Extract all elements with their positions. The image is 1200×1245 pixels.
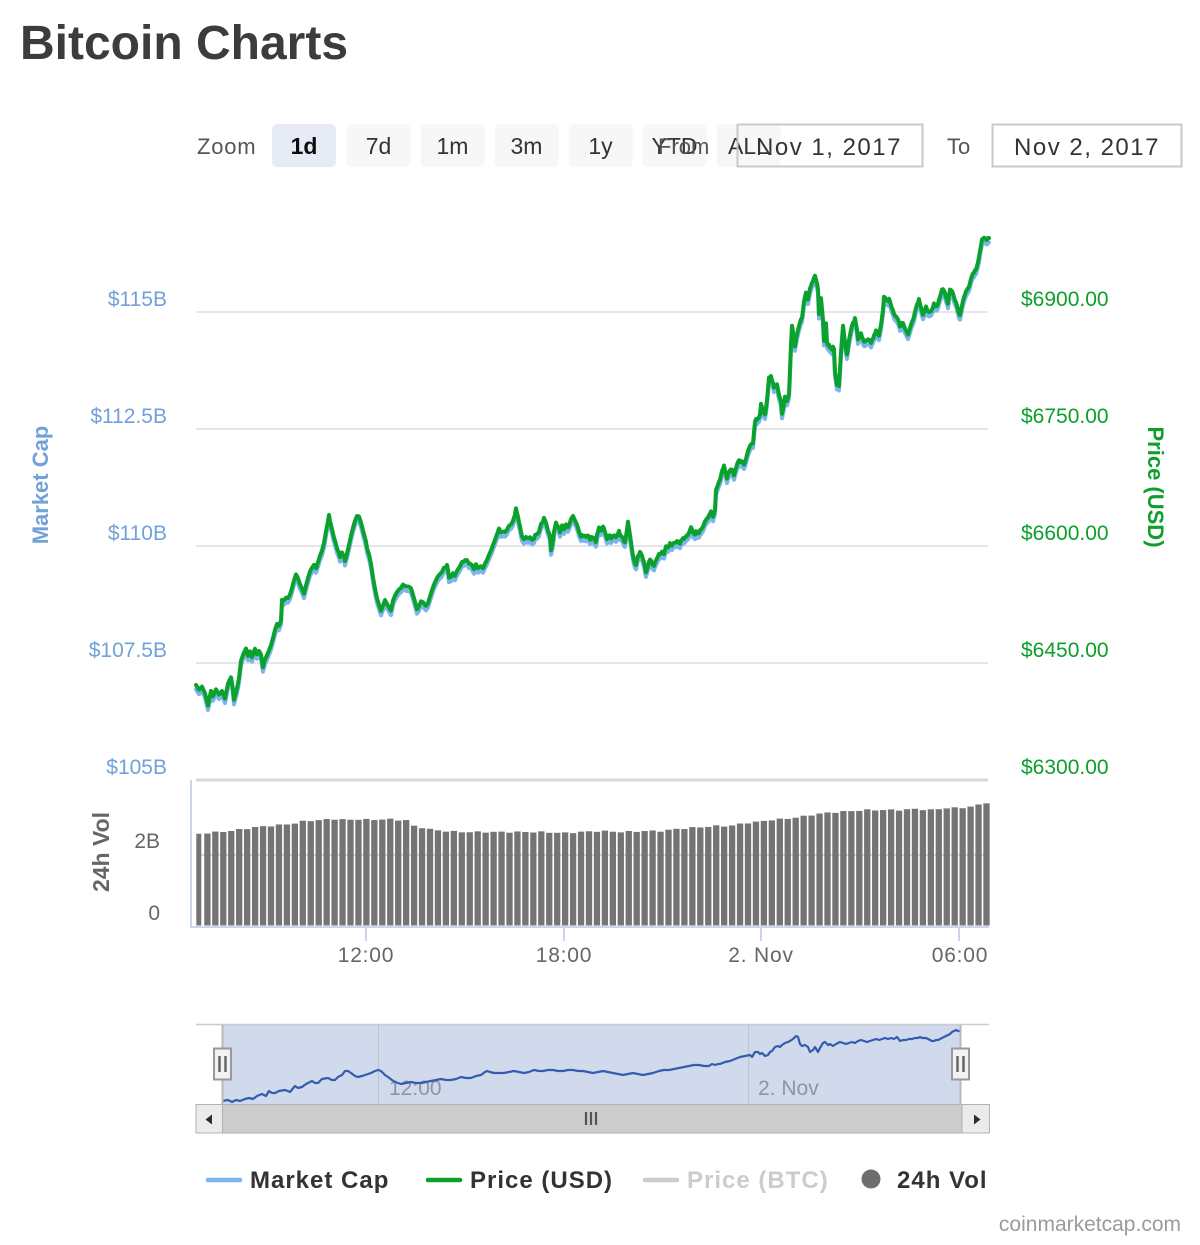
svg-text:$6900.00: $6900.00 <box>1021 288 1109 311</box>
svg-text:$6750.00: $6750.00 <box>1021 405 1109 428</box>
svg-text:24h Vol: 24h Vol <box>88 812 114 892</box>
svg-text:ALL: ALL <box>728 133 769 159</box>
svg-text:2. Nov: 2. Nov <box>728 944 794 967</box>
svg-text:7d: 7d <box>366 133 392 159</box>
svg-text:$112.5B: $112.5B <box>90 405 167 428</box>
svg-text:12:00: 12:00 <box>338 944 395 967</box>
svg-text:coinmarketcap.com: coinmarketcap.com <box>999 1213 1181 1236</box>
svg-text:$6450.00: $6450.00 <box>1021 639 1109 662</box>
svg-text:From: From <box>658 134 709 159</box>
svg-text:1y: 1y <box>588 133 613 159</box>
svg-text:24h Vol: 24h Vol <box>897 1167 988 1194</box>
svg-text:$107.5B: $107.5B <box>89 639 167 662</box>
svg-text:1m: 1m <box>437 133 469 159</box>
svg-text:18:00: 18:00 <box>536 944 593 967</box>
svg-text:Nov 2, 2017: Nov 2, 2017 <box>1014 134 1160 161</box>
svg-text:06:00: 06:00 <box>932 944 989 967</box>
svg-text:$6600.00: $6600.00 <box>1021 522 1109 545</box>
svg-text:2. Nov: 2. Nov <box>758 1077 819 1100</box>
svg-text:$6300.00: $6300.00 <box>1021 756 1109 779</box>
svg-text:To: To <box>947 134 970 159</box>
svg-text:3m: 3m <box>511 133 543 159</box>
svg-text:1d: 1d <box>291 133 318 159</box>
svg-text:Nov 1, 2017: Nov 1, 2017 <box>756 134 902 161</box>
svg-text:Price (USD): Price (USD) <box>470 1167 613 1194</box>
svg-text:2B: 2B <box>134 830 160 853</box>
svg-text:Market Cap: Market Cap <box>250 1167 389 1194</box>
svg-text:$105B: $105B <box>106 756 167 779</box>
svg-text:Price (BTC): Price (BTC) <box>687 1167 829 1194</box>
svg-text:Price (USD): Price (USD) <box>1143 426 1168 547</box>
svg-text:Zoom: Zoom <box>197 134 256 159</box>
svg-text:$115B: $115B <box>108 288 167 311</box>
svg-text:Bitcoin Charts: Bitcoin Charts <box>20 17 348 70</box>
svg-text:0: 0 <box>148 902 160 925</box>
svg-text:YTD: YTD <box>652 133 698 159</box>
svg-text:Market Cap: Market Cap <box>28 426 53 545</box>
svg-text:$110B: $110B <box>108 522 167 545</box>
